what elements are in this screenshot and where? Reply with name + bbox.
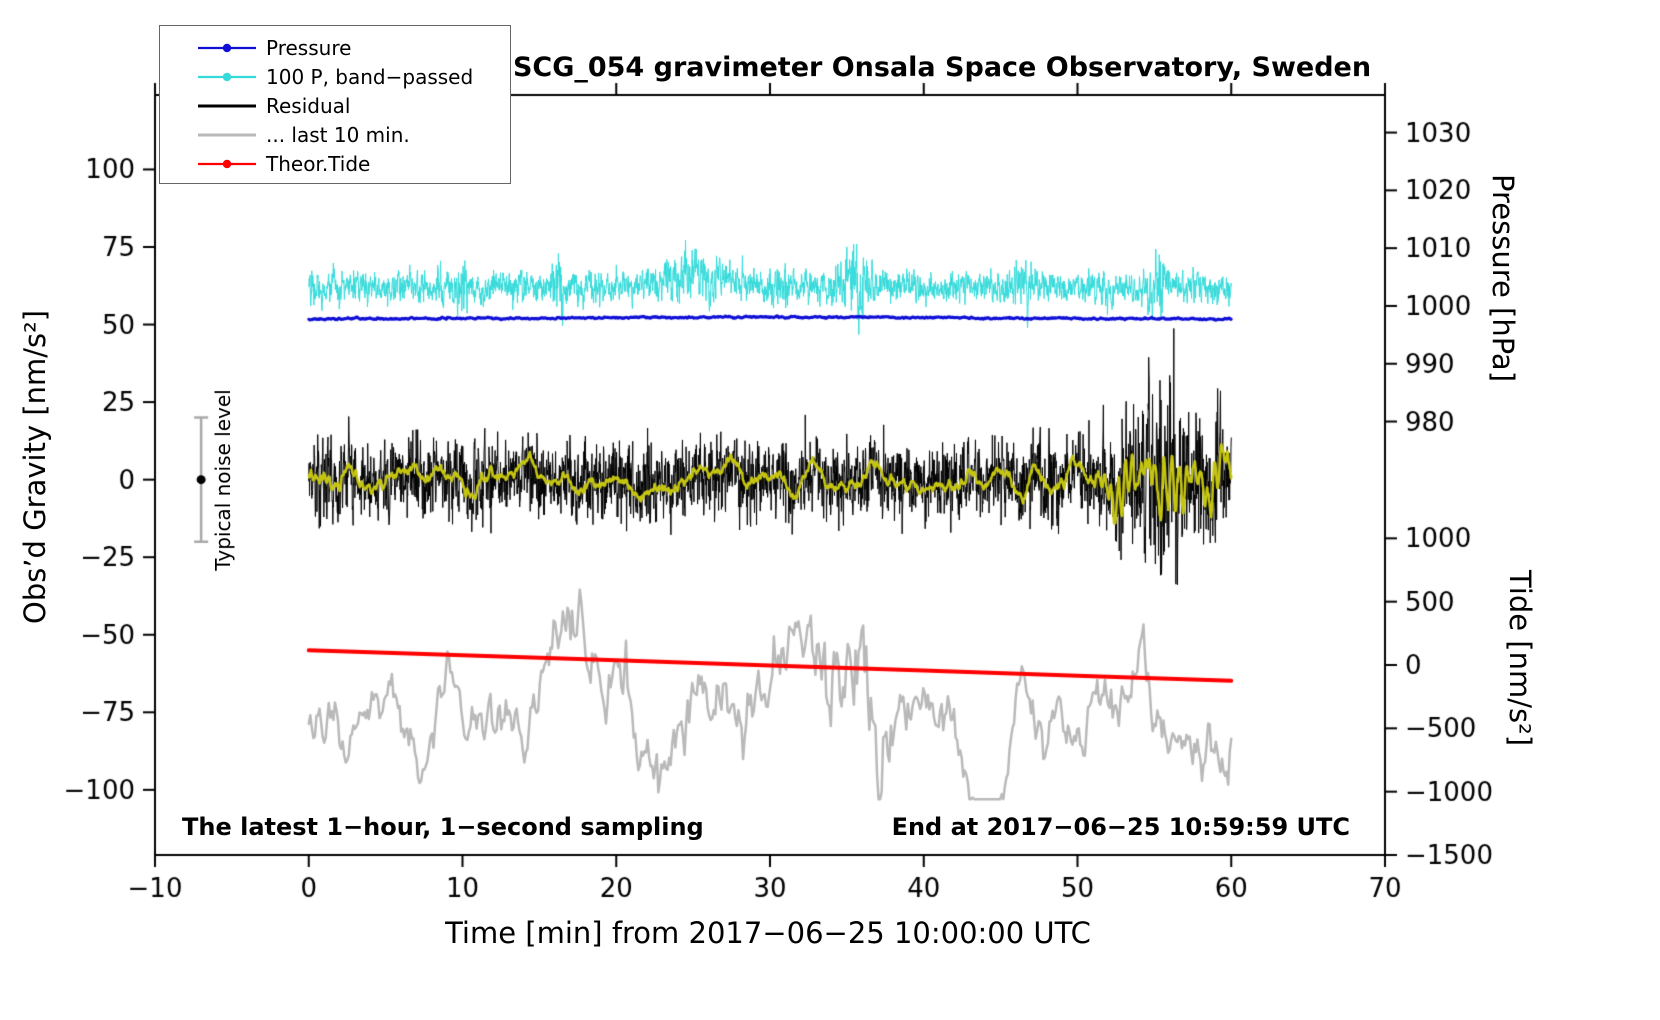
gravity-axis-label: Obs’d Gravity [nm/s²] [18, 309, 52, 625]
legend-item: Pressure [160, 33, 510, 62]
legend-item: ... last 10 min. [160, 120, 510, 149]
chart-title: SCG_054 gravimeter Onsala Space Observat… [512, 52, 1372, 83]
pressure-axis-label: Pressure [hPa] [1486, 173, 1520, 383]
legend-line-icon [198, 133, 256, 136]
legend-line-dot-icon [198, 72, 256, 81]
legend-item: Residual [160, 91, 510, 120]
legend-item: 100 P, band−passed [160, 62, 510, 91]
end-time-note: End at 2017−06−25 10:59:59 UTC [891, 813, 1350, 841]
legend-label: Theor.Tide [266, 151, 371, 176]
sampling-note: The latest 1−hour, 1−second sampling [182, 813, 704, 841]
legend-label: Residual [266, 93, 351, 118]
time-axis-label: Time [min] from 2017−06−25 10:00:00 UTC [445, 916, 1091, 950]
legend-line-icon [198, 104, 256, 107]
noise-level-label: Typical noise level [211, 389, 235, 571]
legend-label: ... last 10 min. [266, 122, 410, 147]
legend-label: 100 P, band−passed [266, 64, 474, 89]
legend-line-dot-icon [198, 159, 256, 168]
legend-line-dot-icon [198, 43, 256, 52]
legend-item: Theor.Tide [160, 149, 510, 178]
tide-axis-label: Tide [nm/s²] [1503, 569, 1537, 747]
legend-label: Pressure [266, 35, 352, 60]
legend: Pressure 100 P, band−passed Residual ... la… [159, 25, 511, 184]
